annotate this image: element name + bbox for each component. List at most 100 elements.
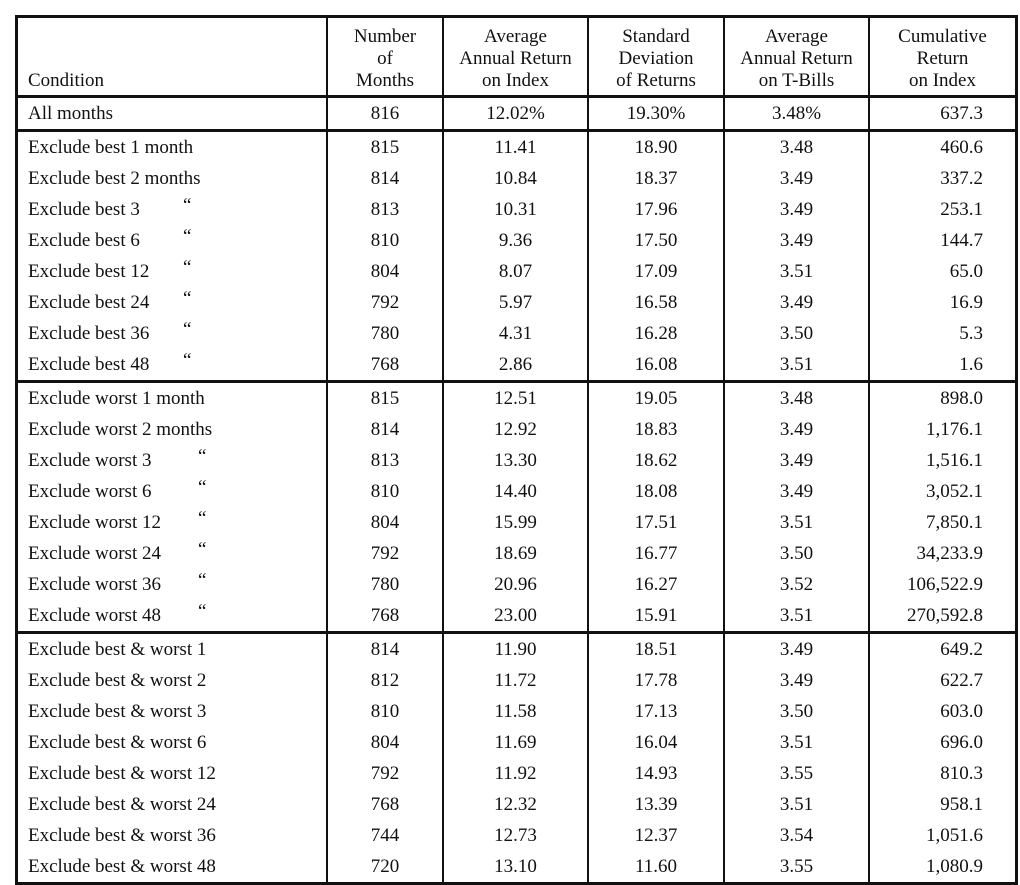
table-row: Exclude best 36 “ 780 4.31 16.28 3.50 5.3 bbox=[15, 318, 1018, 349]
value-cell: 17.51 bbox=[587, 507, 725, 538]
value-cell: 1,080.9 bbox=[868, 851, 1018, 885]
value-cell: 65.0 bbox=[868, 256, 1018, 287]
value-cell: 16.77 bbox=[587, 538, 725, 569]
header-line: Annual Return bbox=[740, 48, 853, 69]
table-row: Exclude best & worst 48 720 13.10 11.60 3.55… bbox=[15, 851, 1018, 885]
value-cell: 898.0 bbox=[868, 381, 1018, 414]
condition-cell: Exclude worst 3 “ bbox=[15, 445, 328, 476]
column-header: Condition bbox=[15, 16, 328, 98]
table-row: Exclude worst 6 “ 810 14.40 18.08 3.49 3,052.1 bbox=[15, 476, 1018, 507]
condition-cell: Exclude worst 1 month bbox=[15, 381, 328, 414]
value-cell: 5.3 bbox=[868, 318, 1018, 349]
condition-text: Exclude best & worst 24 bbox=[28, 794, 216, 815]
table-row: Exclude best & worst 1 814 11.90 18.51 3.49 6… bbox=[15, 632, 1018, 665]
value-cell: 13.39 bbox=[587, 789, 725, 820]
value-cell: 13.10 bbox=[442, 851, 589, 885]
condition-text: Exclude best & worst 48 bbox=[28, 856, 216, 877]
value-cell: 16.9 bbox=[868, 287, 1018, 318]
condition-cell: Exclude best & worst 24 bbox=[15, 789, 328, 820]
value-cell: 810.3 bbox=[868, 758, 1018, 789]
condition-text: Exclude worst 48 bbox=[28, 605, 161, 626]
value-cell: 19.30% bbox=[587, 96, 725, 132]
condition-cell: Exclude best 36 “ bbox=[15, 318, 328, 349]
table-body: All months 816 12.02% 19.30% 3.48% 637.3 Exclu… bbox=[15, 96, 1018, 885]
value-cell: 11.41 bbox=[442, 130, 589, 163]
value-cell: 1,176.1 bbox=[868, 414, 1018, 445]
value-cell: 253.1 bbox=[868, 194, 1018, 225]
value-cell: 19.05 bbox=[587, 381, 725, 414]
value-cell: 15.91 bbox=[587, 600, 725, 634]
condition-text: Exclude best 2 months bbox=[28, 168, 201, 189]
value-cell: 780 bbox=[326, 569, 444, 600]
table-row: Exclude best 24 “ 792 5.97 16.58 3.49 16.9 bbox=[15, 287, 1018, 318]
value-cell: 460.6 bbox=[868, 130, 1018, 163]
condition-cell: Exclude best & worst 2 bbox=[15, 665, 328, 696]
value-cell: 2.86 bbox=[442, 349, 589, 383]
value-cell: 812 bbox=[326, 665, 444, 696]
value-cell: 7,850.1 bbox=[868, 507, 1018, 538]
condition-cell: Exclude worst 24 “ bbox=[15, 538, 328, 569]
condition-cell: Exclude best & worst 3 bbox=[15, 696, 328, 727]
value-cell: 13.30 bbox=[442, 445, 589, 476]
condition-cell: Exclude worst 6 “ bbox=[15, 476, 328, 507]
value-cell: 12.73 bbox=[442, 820, 589, 851]
value-cell: 649.2 bbox=[868, 632, 1018, 665]
condition-text: Exclude best 3 bbox=[28, 199, 140, 220]
value-cell: 16.58 bbox=[587, 287, 725, 318]
condition-cell: Exclude best 48 “ bbox=[15, 349, 328, 383]
ditto-mark: “ bbox=[183, 226, 192, 247]
value-cell: 18.83 bbox=[587, 414, 725, 445]
table-row: Exclude best & worst 36 744 12.73 12.37 3.54… bbox=[15, 820, 1018, 851]
column-header: Number of Months bbox=[326, 16, 444, 98]
value-cell: 3.48 bbox=[723, 381, 870, 414]
value-cell: 622.7 bbox=[868, 665, 1018, 696]
condition-text: Exclude best & worst 12 bbox=[28, 763, 216, 784]
condition-text: Exclude best 1 month bbox=[28, 137, 194, 158]
condition-text: Exclude best 6 bbox=[28, 230, 140, 251]
value-cell: 3.49 bbox=[723, 476, 870, 507]
ditto-mark: “ bbox=[198, 570, 207, 591]
condition-cell: Exclude best 1 month bbox=[15, 130, 328, 163]
value-cell: 20.96 bbox=[442, 569, 589, 600]
column-header: Standard Deviation of Returns bbox=[587, 16, 725, 98]
condition-text: All months bbox=[28, 103, 113, 124]
header-line: on Index bbox=[481, 70, 549, 91]
value-cell: 720 bbox=[326, 851, 444, 885]
value-cell: 813 bbox=[326, 194, 444, 225]
table-row: Exclude best & worst 12 792 11.92 14.93 3.55… bbox=[15, 758, 1018, 789]
table-row: Exclude best 3 “ 813 10.31 17.96 3.49 253.1 bbox=[15, 194, 1018, 225]
value-cell: 337.2 bbox=[868, 163, 1018, 194]
value-cell: 270,592.8 bbox=[868, 600, 1018, 634]
condition-cell: Exclude best 2 months bbox=[15, 163, 328, 194]
value-cell: 3.55 bbox=[723, 851, 870, 885]
value-cell: 11.90 bbox=[442, 632, 589, 665]
value-cell: 144.7 bbox=[868, 225, 1018, 256]
column-header: Average Annual Return on Index bbox=[442, 16, 589, 98]
header-line: on T-Bills bbox=[758, 70, 835, 91]
condition-cell: Exclude worst 2 months bbox=[15, 414, 328, 445]
value-cell: 768 bbox=[326, 600, 444, 634]
value-cell: 816 bbox=[326, 96, 444, 132]
header-line: Cumulative bbox=[898, 26, 987, 47]
header-line: Deviation bbox=[618, 48, 694, 69]
condition-text: Exclude best & worst 2 bbox=[28, 670, 207, 691]
value-cell: 15.99 bbox=[442, 507, 589, 538]
value-cell: 814 bbox=[326, 632, 444, 665]
value-cell: 3.48 bbox=[723, 130, 870, 163]
header-line: Number bbox=[353, 26, 417, 47]
value-cell: 106,522.9 bbox=[868, 569, 1018, 600]
value-cell: 16.04 bbox=[587, 727, 725, 758]
value-cell: 3.51 bbox=[723, 349, 870, 383]
condition-cell: Exclude worst 48 “ bbox=[15, 600, 328, 634]
header-line: Standard bbox=[622, 26, 690, 47]
value-cell: 17.96 bbox=[587, 194, 725, 225]
header-line: Return bbox=[916, 48, 969, 69]
value-cell: 3.52 bbox=[723, 569, 870, 600]
value-cell: 23.00 bbox=[442, 600, 589, 634]
value-cell: 768 bbox=[326, 349, 444, 383]
value-cell: 11.72 bbox=[442, 665, 589, 696]
value-cell: 11.58 bbox=[442, 696, 589, 727]
value-cell: 18.37 bbox=[587, 163, 725, 194]
value-cell: 3.49 bbox=[723, 225, 870, 256]
value-cell: 34,233.9 bbox=[868, 538, 1018, 569]
